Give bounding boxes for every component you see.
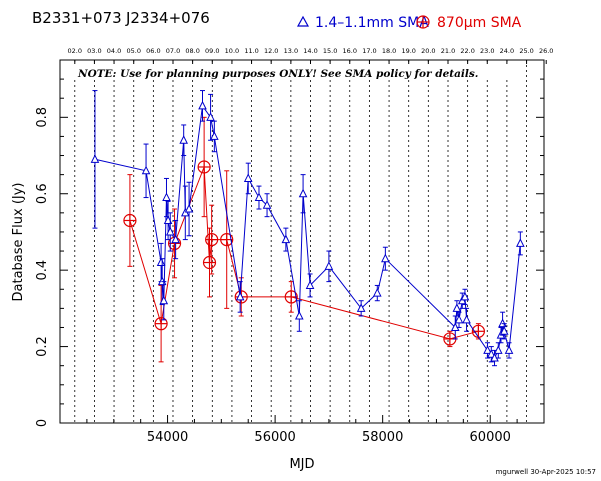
- y-tick-label: 0.4: [35, 260, 50, 281]
- y-tick-label: 0.8: [35, 107, 50, 128]
- top-axis-label: 10.0: [225, 47, 239, 55]
- top-axis-label: 21.0: [441, 47, 455, 55]
- data-point-triangle: [372, 287, 382, 297]
- data-point-circle-plus: [123, 213, 137, 228]
- top-axis-label: 25.0: [519, 47, 533, 55]
- top-axis-label: 20.0: [421, 47, 435, 55]
- top-axis-label: 18.0: [382, 47, 396, 55]
- top-axis-label: 06.0: [146, 47, 160, 55]
- top-axis-label: 23.0: [480, 47, 494, 55]
- data-point-triangle: [504, 345, 514, 354]
- data-point-triangle: [198, 100, 207, 110]
- top-axis-year-labels: 02.0 03.0 04.0 05.0 06.0 07.0 08.0 09.0 10.0 11.0…: [68, 47, 553, 64]
- data-point-circle-plus: [197, 160, 211, 174]
- data-point-triangle: [462, 314, 471, 324]
- series-1mm: [90, 90, 525, 367]
- data-point-circle-plus: [205, 232, 219, 247]
- legend-label-1mm: 1.4–1.1mm SMA: [315, 15, 429, 31]
- data-point-triangle: [381, 253, 390, 263]
- source-name-title: B2331+073: [32, 9, 122, 27]
- footer-stamp: mgurwell 30-Apr-2025 10:57: [496, 468, 596, 476]
- data-point-triangle: [162, 192, 171, 202]
- data-point-triangle: [165, 226, 175, 236]
- data-point-triangle: [141, 165, 151, 175]
- data-point-triangle: [206, 112, 215, 121]
- x-tick-label: 56000: [254, 430, 295, 445]
- data-point-circle-plus: [154, 317, 168, 331]
- data-point-triangle: [156, 257, 166, 267]
- legend-triangle-marker: [296, 15, 310, 27]
- top-axis-label: 03.0: [87, 47, 101, 55]
- data-point-triangle: [305, 280, 315, 289]
- top-axis-label: 26.0: [539, 47, 553, 55]
- y-tick-label: 0.6: [35, 183, 50, 204]
- data-point-triangle: [490, 352, 499, 362]
- data-point-triangle: [516, 238, 525, 247]
- data-point-triangle: [452, 303, 462, 312]
- top-axis-label: 02.0: [68, 47, 82, 55]
- top-axis-label: 16.0: [343, 47, 357, 55]
- data-point-triangle: [179, 135, 188, 144]
- legend-label-870um: 870μm SMA: [437, 15, 522, 31]
- top-axis-label: 22.0: [460, 47, 474, 55]
- data-point-circle-plus: [284, 290, 298, 304]
- top-axis-label: 13.0: [284, 47, 298, 55]
- top-axis-label: 14.0: [303, 47, 317, 55]
- top-axis-label: 15.0: [323, 47, 337, 55]
- data-point-triangle: [454, 314, 464, 324]
- top-axis-label: 17.0: [362, 47, 376, 55]
- data-point-triangle: [483, 345, 492, 354]
- data-point-triangle: [171, 234, 180, 244]
- x-tick-label: 60000: [470, 430, 511, 445]
- top-axis-label: 24.0: [500, 47, 514, 55]
- top-axis-label: 12.0: [264, 47, 278, 55]
- data-point-triangle: [90, 154, 100, 163]
- x-axis: 54000 56000 58000 60000: [59, 415, 545, 445]
- data-point-triangle: [281, 234, 291, 244]
- top-axis-label: 09.0: [205, 47, 219, 55]
- top-axis-label: 11.0: [244, 47, 258, 55]
- x-tick-label: 58000: [362, 430, 403, 445]
- legend-circle-plus-marker: [416, 15, 430, 29]
- y-axis-title: Database Flux (Jy): [11, 183, 26, 302]
- top-axis-label: 19.0: [401, 47, 415, 55]
- data-point-triangle: [210, 131, 219, 140]
- y-tick-label: 0.2: [35, 336, 50, 357]
- data-point-triangle: [324, 261, 334, 270]
- y-axis: 0 0.2 0.4 0.6 0.8: [35, 59, 544, 427]
- data-point-triangle: [493, 345, 503, 354]
- data-point-triangle: [356, 303, 366, 312]
- top-axis-label: 07.0: [166, 47, 180, 55]
- data-point-triangle: [159, 295, 169, 305]
- data-point-triangle: [486, 349, 496, 358]
- data-point-triangle: [298, 188, 308, 198]
- x-axis-title: MJD: [289, 457, 314, 472]
- data-point-triangle: [499, 326, 509, 335]
- data-point-triangle: [262, 200, 272, 209]
- data-point-triangle: [254, 192, 264, 202]
- y-tick-label: 0: [35, 419, 50, 427]
- x-tick-label: 54000: [147, 430, 188, 445]
- data-point-triangle: [243, 173, 253, 182]
- top-axis-label: 08.0: [185, 47, 199, 55]
- data-point-triangle: [184, 203, 194, 213]
- note-background: [72, 65, 522, 80]
- alt-name-title: J2334+076: [125, 9, 210, 27]
- data-point-circle-plus: [202, 255, 217, 270]
- top-axis-label: 05.0: [126, 47, 140, 55]
- top-axis-label: 04.0: [107, 47, 121, 55]
- data-point-triangle: [295, 310, 304, 320]
- planning-note: NOTE: Use for planning purposes ONLY! Se…: [77, 68, 478, 80]
- data-point-triangle: [235, 291, 245, 301]
- legend: 1.4–1.1mm SMA 870μm SMA: [296, 15, 522, 31]
- data-point-triangle: [460, 291, 470, 301]
